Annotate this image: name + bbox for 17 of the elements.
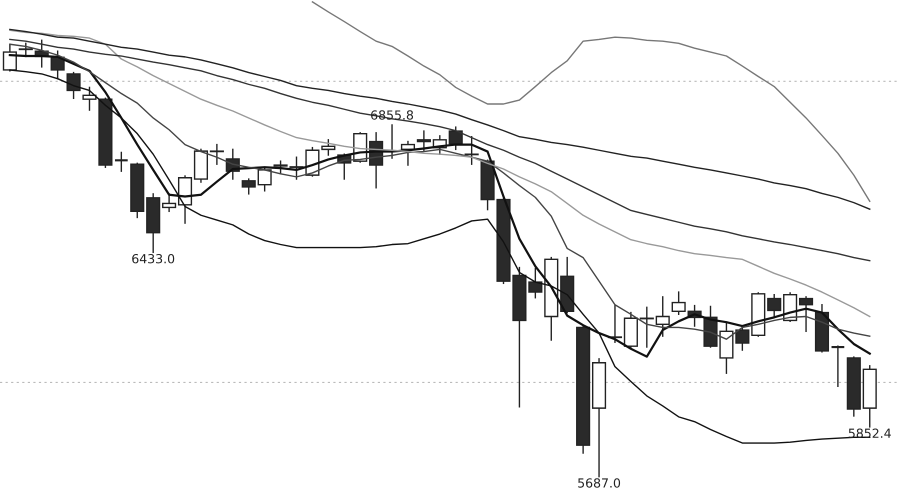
annotation: 5852.4	[848, 428, 891, 438]
candlestick	[289, 156, 304, 180]
candlestick	[321, 139, 336, 156]
annotation: 6855.8	[371, 110, 414, 120]
candlestick	[66, 72, 81, 100]
candlestick	[274, 160, 288, 175]
candlestick	[162, 193, 176, 212]
annotation: 6433.0	[132, 254, 174, 264]
candlestick	[114, 152, 129, 172]
annotation: 5687.0	[578, 478, 620, 488]
candlestick	[798, 296, 814, 332]
candlestick	[82, 86, 97, 111]
candlestick	[672, 291, 686, 316]
candlestick	[464, 136, 479, 165]
candlestick	[18, 42, 33, 58]
candlestick	[210, 144, 224, 165]
candlestick	[830, 345, 846, 388]
